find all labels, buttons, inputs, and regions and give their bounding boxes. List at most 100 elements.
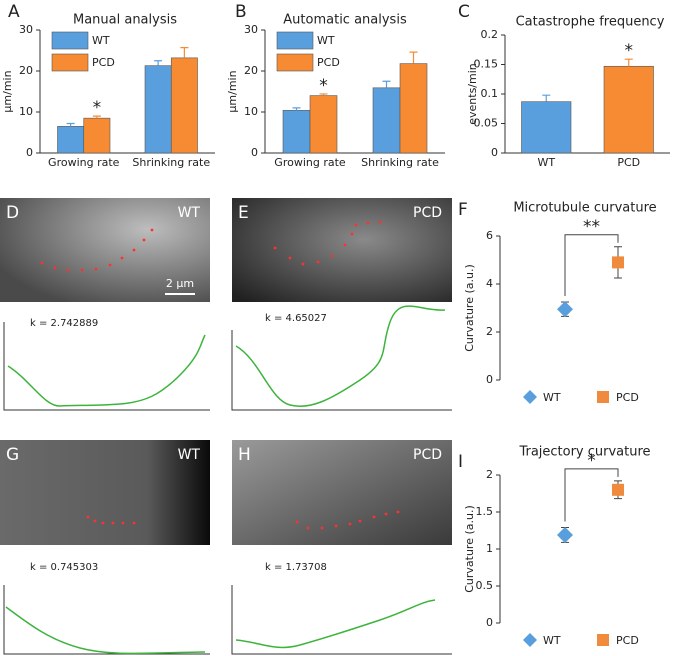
k-label: k = 0.745303 (30, 562, 98, 573)
significance: * (319, 76, 328, 96)
trace-dot (366, 221, 370, 225)
condition-label: WT (178, 205, 201, 221)
bar (57, 126, 85, 154)
trace-dot (350, 232, 354, 236)
x-tick-label: Shrinking rate (361, 156, 439, 169)
y-axis-label: Curvature (a.u.) (463, 505, 476, 593)
trace-dot (86, 515, 90, 519)
y-tick-label: 6 (486, 229, 493, 242)
y-tick-label: 2 (486, 325, 493, 338)
micrograph (232, 440, 452, 545)
error-bar (382, 80, 391, 88)
error-bar (292, 107, 301, 111)
bar (170, 57, 198, 154)
y-tick-label: 0 (486, 616, 493, 629)
curve (235, 599, 436, 649)
trace-dot (108, 263, 112, 267)
error-bar (154, 60, 163, 66)
trace-dot (301, 262, 305, 266)
error-bar (66, 122, 75, 127)
legend-marker (597, 634, 609, 646)
y-axis-label: µm/min (226, 70, 239, 112)
y-tick-label: 0 (491, 146, 498, 159)
y-tick-label: 2 (486, 468, 493, 481)
trace-dot (80, 268, 84, 272)
trace-dot (93, 519, 97, 523)
y-tick-label: 0.5 (476, 579, 494, 592)
panel-label: F (458, 200, 468, 220)
error-bar (624, 58, 633, 67)
curve (235, 305, 446, 407)
legend-label: WT (543, 634, 561, 647)
legend-marker (523, 633, 537, 647)
trace-dot (101, 521, 105, 525)
y-tick-label: 0 (251, 146, 258, 159)
x-tick-label: Growing rate (274, 156, 346, 169)
trace-dot (343, 243, 347, 247)
error-bar (180, 47, 189, 58)
legend-label: WT (543, 391, 561, 404)
trace-dot (306, 526, 310, 530)
chart-title: Automatic analysis (283, 13, 407, 28)
x-tick-label: Shrinking rate (132, 156, 210, 169)
curve-axis (231, 330, 452, 411)
error-bar (542, 94, 551, 102)
condition-label: PCD (413, 205, 442, 221)
curve-axis (231, 585, 452, 655)
significance: * (587, 451, 596, 471)
legend-marker (597, 391, 609, 403)
trace-dot (288, 256, 292, 260)
legend-label: PCD (317, 56, 340, 69)
y-tick-label: 1.5 (476, 505, 494, 518)
panel-label: B (235, 2, 247, 22)
curve-axis (3, 322, 210, 411)
y-tick-label: 30 (244, 23, 258, 36)
y-tick-label: 0.15 (474, 58, 499, 71)
k-label: k = 2.742889 (30, 318, 98, 329)
y-axis-label: µm/min (1, 70, 14, 112)
k-label: k = 1.73708 (265, 562, 327, 573)
curve-plots (3, 305, 452, 655)
condition-label: PCD (413, 447, 442, 463)
trace-dot (295, 520, 299, 524)
trace-dot (132, 521, 136, 525)
trace-dot (142, 238, 146, 242)
curve (5, 606, 206, 655)
trace-dot (358, 519, 362, 523)
legend-swatch (276, 53, 314, 72)
k-label: k = 4.65027 (265, 313, 327, 324)
panel-label: C (458, 2, 470, 22)
bar (372, 87, 401, 154)
micrograph (0, 198, 210, 302)
point (612, 256, 624, 269)
trace-dot (53, 266, 57, 270)
trace-dot (121, 521, 125, 525)
significance-bracket (564, 234, 619, 296)
trace-dot (273, 246, 277, 250)
trace-dot (384, 512, 388, 516)
trace-dot (111, 521, 115, 525)
panel-label: A (8, 2, 20, 22)
bar (603, 65, 654, 154)
y-tick-label: 0.2 (481, 28, 499, 41)
trace-dot (66, 268, 70, 272)
y-tick-label: 0.1 (481, 87, 499, 100)
significance: * (625, 41, 634, 61)
trace-dot (348, 522, 352, 526)
y-tick-label: 20 (244, 64, 258, 77)
x-tick-label: PCD (617, 156, 640, 169)
legend-label: PCD (616, 634, 639, 647)
bar (282, 110, 311, 154)
bar (309, 95, 338, 154)
y-tick-label: 0 (486, 373, 493, 386)
legend-label: WT (317, 34, 335, 47)
y-tick-label: 10 (244, 105, 258, 118)
error-bar (409, 51, 418, 64)
bar (144, 65, 172, 154)
legend-label: WT (92, 34, 110, 47)
trace-dot (320, 526, 324, 530)
panel-label: H (238, 445, 251, 465)
error-bar (92, 115, 101, 119)
condition-label: WT (178, 447, 201, 463)
